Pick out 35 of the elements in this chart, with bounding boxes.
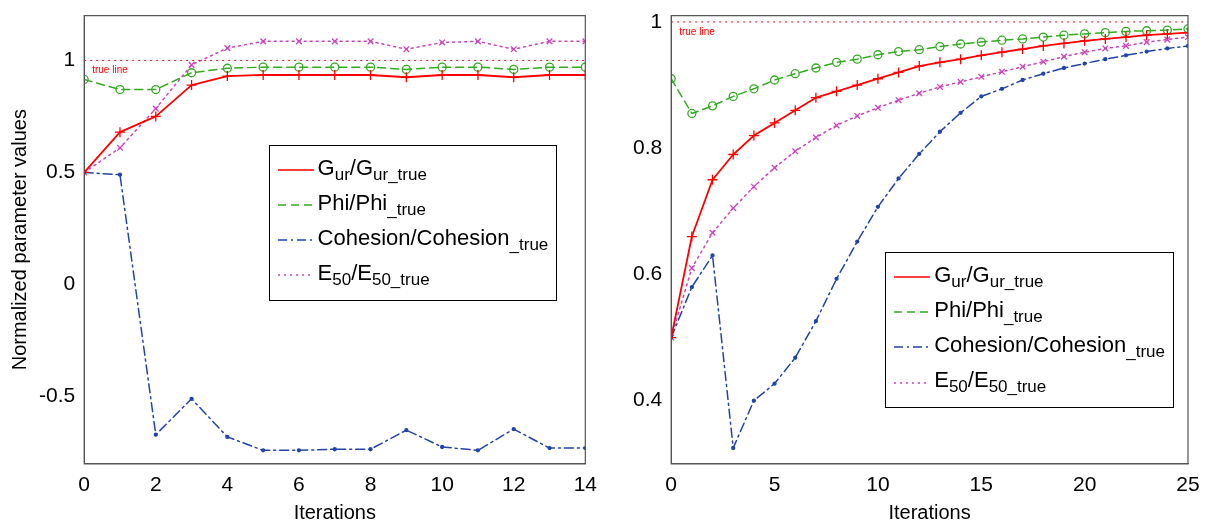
y-tick-label: -0.5 xyxy=(39,383,76,407)
legend-label: E$_{50}$/E$_{50_true}$ xyxy=(317,259,430,290)
x-tick-label: 4 xyxy=(221,472,234,496)
y-tick-label: 1 xyxy=(63,47,76,71)
legend-label: G$_{ur}$/G$_{ur_true}$ xyxy=(934,261,1044,292)
legend-label: Cohesion/Cohesion$_{_true}$ xyxy=(317,224,549,255)
x-tick-label: 15 xyxy=(969,472,993,496)
y-tick-label: 0.5 xyxy=(45,159,76,183)
x-tick-label: 5 xyxy=(768,472,781,496)
y-tick-label: 0.6 xyxy=(632,261,663,285)
x-tick-label: 14 xyxy=(573,472,598,496)
y-tick-label: 0.8 xyxy=(632,134,663,158)
legend-label: Cohesion/Cohesion$_{_true}$ xyxy=(934,331,1165,363)
y-tick-label: 0.4 xyxy=(632,387,663,411)
legend-label: G$_{ur}$/G$_{ur_true}$ xyxy=(317,154,427,185)
x-tick-label: 0 xyxy=(665,472,678,496)
x-axis-title: Iterations xyxy=(888,500,971,523)
y-tick-label: 0 xyxy=(63,271,76,295)
ref-line-label: true line xyxy=(679,25,716,37)
legend-label: Phi/Phi$_{_true}$ xyxy=(317,189,427,220)
ref-line-label: true line xyxy=(92,64,129,76)
legend-label: Phi/Phi$_{_true}$ xyxy=(934,296,1043,327)
x-tick-label: 6 xyxy=(293,472,305,496)
x-tick-label: 2 xyxy=(149,472,162,496)
x-tick-label: 8 xyxy=(364,472,377,496)
x-tick-label: 0 xyxy=(78,472,91,496)
legend-label: E$_{50}$/E$_{50_true}$ xyxy=(934,367,1047,398)
x-tick-label: 10 xyxy=(430,472,454,496)
x-tick-label: 25 xyxy=(1176,472,1200,496)
x-tick-label: 20 xyxy=(1072,472,1097,496)
y-tick-label: 1 xyxy=(650,8,663,32)
x-axis-title: Iterations xyxy=(293,500,376,523)
y-axis-title: Normalized parameter values xyxy=(7,109,30,371)
x-tick-label: 12 xyxy=(502,472,526,496)
x-tick-label: 10 xyxy=(866,472,890,496)
